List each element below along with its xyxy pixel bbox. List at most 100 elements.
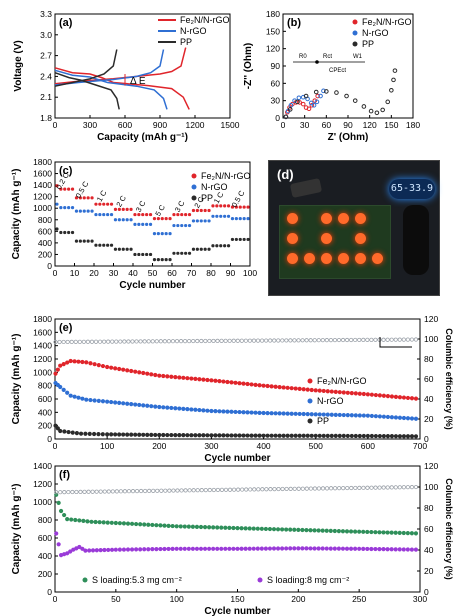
- data-point: [145, 432, 150, 437]
- data-point: [405, 485, 410, 490]
- y-tick-label: 180: [266, 9, 280, 19]
- x-tick-label: 30: [109, 268, 119, 278]
- data-point: [219, 525, 224, 530]
- data-point: [393, 530, 398, 535]
- data-point: [68, 358, 73, 364]
- y-tick-label: 200: [38, 249, 52, 259]
- legend-marker: [307, 378, 313, 384]
- data-point: [300, 546, 305, 551]
- data-point: [82, 489, 87, 494]
- data-point: [195, 338, 200, 344]
- data-point: [269, 433, 274, 438]
- x-tick-label: 120: [363, 120, 377, 130]
- nyquist-point: [334, 90, 339, 95]
- rate-point: [141, 212, 145, 217]
- curve-discharge: [54, 67, 190, 110]
- data-point: [175, 488, 180, 493]
- data-point: [93, 339, 99, 344]
- rate-point: [180, 212, 184, 217]
- data-point: [177, 406, 182, 411]
- data-point: [170, 546, 175, 551]
- rate-point: [223, 214, 227, 218]
- data-point: [389, 530, 394, 535]
- x-axis-label: Cycle number: [119, 280, 185, 291]
- rate-point: [133, 222, 137, 226]
- data-point: [61, 387, 66, 392]
- y2-tick-label: 40: [424, 394, 434, 404]
- data-point: [316, 486, 322, 491]
- data-point: [305, 387, 310, 392]
- data-point: [340, 529, 346, 534]
- data-point: [288, 338, 293, 343]
- data-point: [133, 402, 138, 407]
- data-point: [353, 337, 358, 343]
- y-tick-label: 0: [47, 434, 52, 444]
- data-point: [257, 433, 262, 438]
- data-point: [393, 547, 398, 552]
- data-point: [98, 489, 103, 494]
- data-point: [68, 549, 73, 554]
- rate-point: [137, 212, 141, 217]
- y-tick-label: 2.1: [40, 92, 52, 102]
- legend-marker: [352, 30, 358, 36]
- data-point: [191, 488, 196, 493]
- data-point: [211, 525, 216, 530]
- rate-point: [207, 247, 211, 251]
- data-point: [141, 403, 146, 408]
- data-point: [219, 546, 224, 551]
- panel-label-d: (d): [277, 167, 294, 182]
- led-light: [287, 213, 298, 224]
- data-point: [353, 485, 358, 491]
- data-point: [361, 391, 366, 397]
- data-point: [409, 396, 415, 401]
- data-point: [317, 388, 322, 393]
- data-point: [361, 485, 366, 490]
- data-point: [340, 337, 346, 343]
- data-point: [280, 546, 285, 551]
- data-point: [174, 546, 179, 551]
- data-point: [365, 337, 370, 342]
- data-point: [207, 525, 212, 530]
- rate-point: [223, 204, 227, 208]
- data-point: [285, 433, 290, 438]
- data-point: [130, 489, 136, 494]
- data-point: [80, 396, 85, 401]
- data-point: [157, 373, 162, 378]
- y2-tick-label: 80: [424, 503, 434, 513]
- data-point: [373, 546, 378, 552]
- y-tick-label: 1000: [33, 203, 52, 213]
- data-point: [309, 433, 314, 438]
- data-point: [257, 383, 262, 388]
- data-point: [361, 433, 366, 439]
- data-point: [113, 432, 118, 437]
- data-point: [280, 486, 285, 492]
- data-point: [178, 339, 184, 344]
- data-point: [219, 487, 225, 492]
- rate-point: [82, 209, 86, 213]
- data-point: [177, 433, 182, 438]
- data-point: [332, 337, 338, 343]
- data-point: [125, 521, 131, 526]
- data-point: [122, 489, 128, 494]
- y-tick-label: 600: [38, 394, 52, 404]
- data-point: [173, 433, 178, 438]
- data-point: [253, 433, 258, 438]
- nyquist-point: [391, 77, 396, 83]
- y2-tick-label: 0: [424, 587, 429, 597]
- y2-tick-label: 60: [424, 524, 434, 534]
- data-point: [166, 546, 171, 552]
- y-tick-label: 2.7: [40, 51, 52, 61]
- rate-point: [133, 252, 137, 257]
- x-tick-label: 300: [413, 594, 427, 604]
- data-point: [190, 546, 195, 551]
- data-point: [271, 527, 277, 532]
- panel-label: (e): [59, 322, 73, 334]
- data-point: [304, 486, 309, 491]
- data-point: [344, 529, 350, 534]
- data-point: [247, 338, 253, 343]
- y-tick-label: 1400: [33, 341, 52, 351]
- data-point: [321, 388, 326, 394]
- data-point: [263, 526, 268, 532]
- rate-label: 3 C: [134, 199, 148, 214]
- data-point: [308, 528, 313, 533]
